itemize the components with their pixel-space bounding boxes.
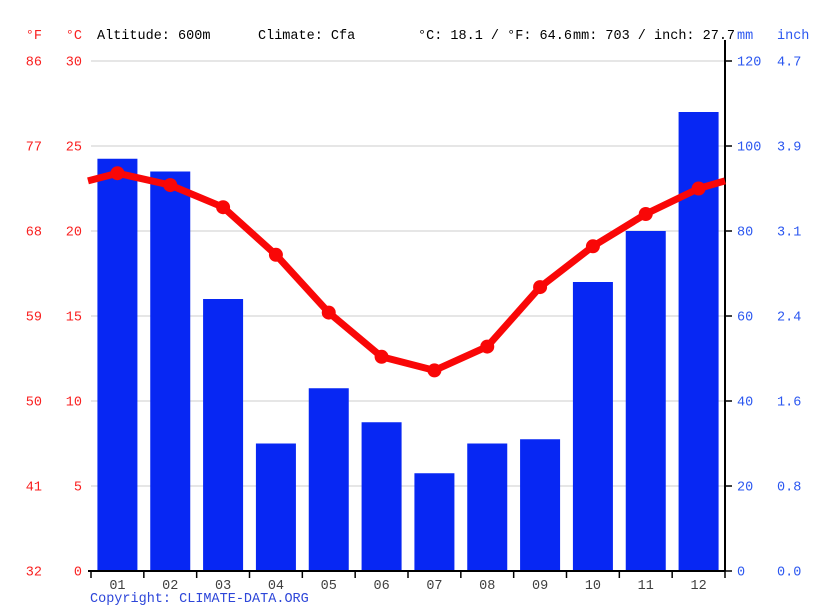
x-tick-label-10: 10 [585, 579, 601, 594]
precip-bar-01 [97, 158, 138, 571]
precip-bar-08 [467, 443, 508, 571]
c-tick-label: 30 [66, 56, 82, 71]
temperature-point-07 [427, 363, 442, 378]
inch-tick-label: 3.1 [777, 226, 801, 241]
x-tick-label-02: 02 [162, 579, 178, 594]
x-tick-label-11: 11 [638, 579, 654, 594]
mm-axis-title: mm [737, 29, 754, 44]
temperature-point-02 [163, 178, 178, 193]
f-tick-label: 68 [26, 226, 42, 241]
precip-bar-06 [361, 422, 402, 571]
inch-axis-title: inch [777, 29, 810, 44]
temperature-point-08 [480, 339, 495, 354]
inch-tick-label: 3.9 [777, 141, 801, 156]
temperature-point-05 [321, 305, 336, 320]
temperature-point-12 [691, 181, 706, 196]
temperature-point-09 [533, 280, 548, 295]
mm-tick-label: 120 [737, 56, 761, 71]
precip-bar-09 [520, 439, 561, 571]
precip-bar-02 [150, 171, 191, 571]
celsius-axis-title: °C [65, 29, 82, 44]
x-tick-label-07: 07 [426, 579, 442, 594]
c-tick-label: 15 [66, 311, 82, 326]
f-tick-label: 77 [26, 141, 42, 156]
c-tick-label: 5 [74, 481, 82, 496]
climate-type-label: Climate: Cfa [258, 29, 356, 44]
temperature-point-03 [216, 200, 231, 215]
mm-tick-label: 100 [737, 141, 761, 156]
x-tick-label-06: 06 [373, 579, 389, 594]
mm-tick-label: 60 [737, 311, 753, 326]
inch-tick-label: 4.7 [777, 56, 801, 71]
inch-tick-label: 2.4 [777, 311, 801, 326]
f-tick-label: 50 [26, 396, 42, 411]
c-tick-label: 10 [66, 396, 82, 411]
altitude-label: Altitude: 600m [97, 29, 211, 44]
copyright-prefix: Copyright: [90, 592, 180, 607]
temperature-point-11 [638, 207, 653, 221]
precip-bar-10 [572, 282, 613, 571]
precip-bar-03 [203, 299, 244, 571]
fahrenheit-axis-title: °F [25, 29, 42, 44]
x-tick-label-12: 12 [690, 579, 706, 594]
f-tick-label: 32 [26, 566, 42, 581]
precip-bar-04 [255, 443, 296, 571]
inch-tick-label: 1.6 [777, 396, 801, 411]
x-tick-label-01: 01 [109, 579, 125, 594]
mean-temperature-label: °C: 18.1 / °F: 64.6 [418, 29, 572, 44]
inch-tick-label: 0.0 [777, 566, 801, 581]
f-tick-label: 41 [26, 481, 42, 496]
copyright-line: Copyright: CLIMATE-DATA.ORG [90, 592, 309, 608]
total-precipitation-label: mm: 703 / inch: 27.7 [573, 29, 736, 44]
precip-bar-07 [414, 473, 455, 571]
c-tick-label: 0 [74, 566, 82, 581]
f-tick-label: 86 [26, 56, 42, 71]
temperature-line [87, 169, 726, 374]
copyright-link[interactable]: CLIMATE-DATA.ORG [179, 592, 309, 607]
precip-bar-05 [308, 388, 349, 571]
precip-bar-11 [625, 231, 666, 571]
x-tick-label-03: 03 [215, 579, 231, 594]
temperature-point-01 [110, 166, 125, 181]
mm-tick-label: 40 [737, 396, 753, 411]
mm-tick-label: 0 [737, 566, 745, 581]
mm-tick-label: 20 [737, 481, 753, 496]
c-tick-label: 20 [66, 226, 82, 241]
temperature-point-06 [374, 349, 389, 364]
x-tick-label-05: 05 [321, 579, 337, 594]
f-tick-label: 59 [26, 311, 42, 326]
temperature-point-04 [268, 247, 283, 262]
x-tick-label-08: 08 [479, 579, 495, 594]
temperature-point-10 [585, 239, 600, 254]
inch-tick-label: 0.8 [777, 481, 801, 496]
x-tick-label-09: 09 [532, 579, 548, 594]
x-tick-label-04: 04 [268, 579, 284, 594]
c-tick-label: 25 [66, 141, 82, 156]
mm-tick-label: 80 [737, 226, 753, 241]
